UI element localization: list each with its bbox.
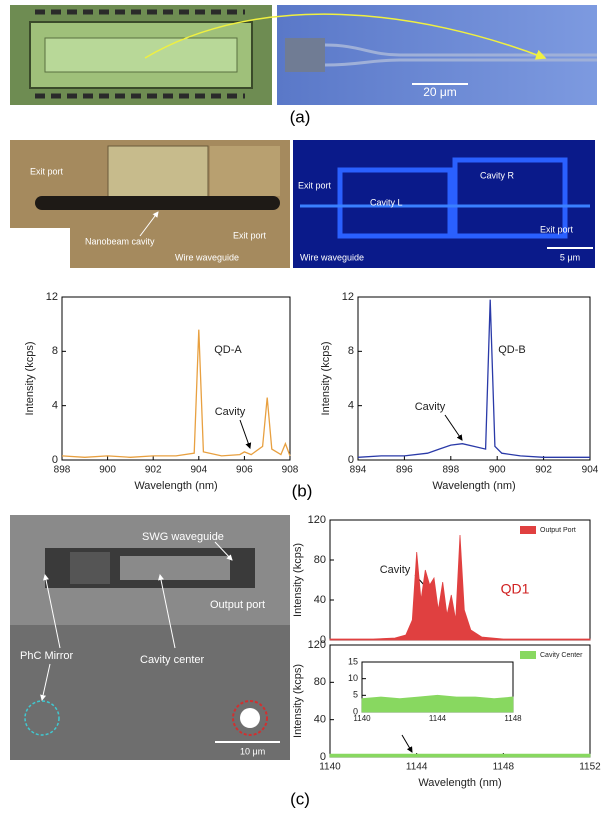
annotation: Cavity <box>380 564 411 576</box>
image-label: Output port <box>210 599 265 611</box>
x-tick-label: 908 <box>282 465 299 476</box>
y-tick-label: 40 <box>314 714 326 726</box>
image-label: Exit port <box>540 224 574 234</box>
scale-label: 5 μm <box>560 252 580 262</box>
x-tick-label: 902 <box>535 465 552 476</box>
x-tick-label: 1148 <box>504 714 522 723</box>
image-label: Wire waveguide <box>175 252 239 262</box>
y-tick-label: 120 <box>308 514 326 526</box>
legend-label: Output Port <box>540 527 576 534</box>
image-label: Cavity L <box>370 197 403 207</box>
y-axis-label: Intensity (kcps) <box>292 543 304 617</box>
scale-label: 20 μm <box>423 85 457 99</box>
y-tick-label: 0 <box>320 751 326 763</box>
legend-swatch <box>520 651 536 659</box>
annotation-arrow <box>239 419 252 449</box>
annotation: Cavity <box>415 401 446 413</box>
y-tick-label: 12 <box>342 291 354 303</box>
y-tick-label: 8 <box>52 345 58 357</box>
y-tick-label: 0 <box>348 454 354 466</box>
area <box>329 534 591 641</box>
y-tick-label: 0 <box>320 634 326 646</box>
panel-label: (c) <box>290 789 310 808</box>
image-a-left <box>10 5 272 105</box>
area <box>329 753 591 758</box>
image-b-right: Exit port Cavity L Cavity R Exit port Wi… <box>293 140 595 268</box>
annotation: QD-A <box>214 344 242 356</box>
annotation-arrow <box>401 734 413 753</box>
y-tick-label: 0 <box>52 454 58 466</box>
y-tick-label: 4 <box>348 400 354 412</box>
image-label: Cavity R <box>480 170 515 180</box>
line <box>61 329 291 458</box>
y-tick-label: 12 <box>46 291 58 303</box>
image-label: PhC Mirror <box>20 650 74 662</box>
x-tick-label: 1144 <box>406 762 428 773</box>
image-c: SWG waveguide Output port PhC Mirror Cav… <box>10 515 290 760</box>
y-axis-label: Intensity (kcps) <box>292 664 304 738</box>
x-tick-label: 1148 <box>493 762 515 773</box>
x-tick-label: 1152 <box>579 762 601 773</box>
image-label: Nanobeam cavity <box>85 236 155 246</box>
annotation: Cavity <box>215 406 246 418</box>
x-tick-label: 1140 <box>353 714 371 723</box>
x-tick-label: 894 <box>350 465 367 476</box>
panel-label: (a) <box>290 107 311 126</box>
plot-frame <box>61 296 291 461</box>
y-tick-label: 0 <box>353 706 358 716</box>
plot-frame <box>357 296 591 461</box>
annotation: QD-B <box>498 344 526 356</box>
x-tick-label: 902 <box>145 465 162 476</box>
x-tick-label: 1140 <box>319 762 341 773</box>
legend-label: Cavity Center <box>540 652 583 659</box>
x-axis-label: Wavelength (nm) <box>432 480 515 492</box>
y-tick-label: 80 <box>314 554 326 566</box>
image-b-left: Exit port Nanobeam cavity Wire waveguide… <box>10 140 290 268</box>
image-label: Exit port <box>233 230 267 240</box>
y-tick-label: 8 <box>348 345 354 357</box>
y-tick-label: 15 <box>348 656 358 666</box>
y-tick-label: 120 <box>308 639 326 651</box>
image-label: Exit port <box>30 166 64 176</box>
y-tick-label: 5 <box>353 690 358 700</box>
x-tick-label: 900 <box>99 465 116 476</box>
x-axis-label: Wavelength (nm) <box>134 480 217 492</box>
y-tick-label: 80 <box>314 676 326 688</box>
y-tick-label: 40 <box>314 594 326 606</box>
line <box>357 299 590 458</box>
x-tick-label: 898 <box>442 465 459 476</box>
x-tick-label: 898 <box>54 465 71 476</box>
connector-arrow <box>144 13 547 60</box>
image-label: Wire waveguide <box>300 252 364 262</box>
legend-swatch <box>520 526 536 534</box>
image-label: Exit port <box>298 180 332 190</box>
x-tick-label: 904 <box>190 465 207 476</box>
x-tick-label: 896 <box>396 465 413 476</box>
panel-label: (b) <box>292 481 313 500</box>
x-tick-label: 900 <box>489 465 506 476</box>
x-axis-label: Wavelength (nm) <box>418 777 501 789</box>
y-axis-label: Intensity (kcps) <box>320 342 332 416</box>
x-tick-label: 1144 <box>429 714 447 723</box>
image-label: Cavity center <box>140 654 205 666</box>
image-label: SWG waveguide <box>142 531 224 543</box>
y-axis-label: Intensity (kcps) <box>24 342 36 416</box>
x-tick-label: 906 <box>236 465 253 476</box>
x-tick-label: 904 <box>582 465 599 476</box>
area <box>361 694 514 713</box>
annotation-arrow <box>444 414 463 441</box>
y-tick-label: 4 <box>52 400 58 412</box>
annotation: QD1 <box>501 581 530 597</box>
scale-label: 10 μm <box>240 746 265 756</box>
image-a-right: 20 μm <box>277 5 597 105</box>
y-tick-label: 10 <box>348 673 358 683</box>
